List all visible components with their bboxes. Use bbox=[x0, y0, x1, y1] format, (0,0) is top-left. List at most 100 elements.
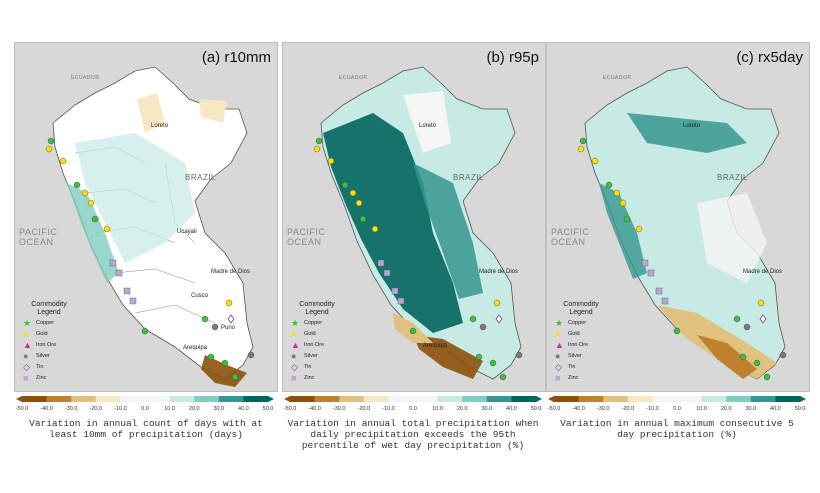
scale-segment bbox=[652, 396, 678, 402]
scale-segment bbox=[120, 396, 146, 402]
scale-tick-label: -40.0 bbox=[572, 406, 585, 412]
magenta-triangle-icon: ▲ bbox=[23, 339, 32, 350]
legend-item-gold: ● Gold bbox=[291, 328, 316, 339]
legend-item-copper: ★ Copper bbox=[555, 317, 587, 328]
copper-site-marker bbox=[763, 373, 771, 381]
scale-arrow-left bbox=[16, 396, 22, 402]
scale-tick-label: 20.0 bbox=[457, 406, 468, 412]
copper-site-marker bbox=[739, 353, 747, 361]
label-brazil: BRAZIL bbox=[185, 173, 217, 182]
label-region: Madre de Dios bbox=[743, 269, 783, 275]
legend-item-iron-ore: ▲ Iron Ore bbox=[291, 339, 325, 350]
label-region: Arequipa bbox=[423, 343, 448, 349]
silver-site-marker bbox=[247, 351, 255, 359]
scale-tick-label: -20.0 bbox=[90, 406, 103, 412]
scale-tick-label: -10.0 bbox=[382, 406, 395, 412]
purple-diamond-icon: ◇ bbox=[23, 361, 30, 372]
scale-tick-label: -40.0 bbox=[308, 406, 321, 412]
scale-tick-label: 20.0 bbox=[189, 406, 200, 412]
scale-tick-label: 10.0 bbox=[696, 406, 707, 412]
green-star-icon: ★ bbox=[291, 317, 300, 328]
copper-site-marker bbox=[201, 315, 209, 323]
legend-item-gold: ● Gold bbox=[555, 328, 580, 339]
green-star-icon: ★ bbox=[555, 317, 564, 328]
gold-site-marker bbox=[493, 299, 501, 307]
caption-r95p: Variation in annual total precipitation … bbox=[287, 418, 539, 451]
scale-segment bbox=[46, 396, 72, 402]
label-region: Madre de Dios bbox=[479, 269, 519, 275]
gold-site-marker bbox=[577, 145, 585, 153]
panel-title: (c) rx5day bbox=[736, 49, 803, 66]
scale-tick-label: 40.0 bbox=[770, 406, 781, 412]
legend-item-iron-ore: ▲ Iron Ore bbox=[555, 339, 589, 350]
silver-site-marker bbox=[779, 351, 787, 359]
gold-site-marker bbox=[45, 145, 53, 153]
legend-item-zinc: ■ Zinc bbox=[23, 372, 47, 383]
map-panel-r10mm: (a) r10mm ECUADOR BRAZIL PACIFIC OCEAN L… bbox=[14, 42, 278, 392]
white-patch bbox=[403, 91, 451, 153]
zinc-site-marker bbox=[109, 259, 117, 267]
gray-circle-icon: ● bbox=[291, 350, 297, 361]
commodity-legend: Commodity Legend ★ Copper ● Gold ▲ Iron Ore… bbox=[291, 301, 343, 383]
gold-site-marker bbox=[355, 199, 363, 207]
gold-site-marker bbox=[313, 145, 321, 153]
label-pacific-ocean: PACIFIC OCEAN bbox=[19, 227, 58, 247]
zinc-site-marker bbox=[647, 269, 655, 277]
scale-segment bbox=[145, 396, 171, 402]
map-svg bbox=[45, 66, 255, 387]
scale-arrow-left bbox=[284, 396, 290, 402]
scale-segment bbox=[511, 396, 537, 402]
legend-item-tin: ◇ Tin bbox=[555, 361, 576, 372]
zinc-site-marker bbox=[115, 269, 123, 277]
copper-site-marker bbox=[341, 181, 349, 189]
gold-site-marker bbox=[613, 189, 621, 197]
teal-coast bbox=[599, 183, 647, 279]
copper-site-marker bbox=[221, 359, 229, 367]
gold-site-marker bbox=[59, 157, 67, 165]
copper-site-marker bbox=[673, 327, 681, 335]
scale-tick-label: -20.0 bbox=[622, 406, 635, 412]
caption-rx5day: Variation in annual maximum consecutive … bbox=[560, 418, 794, 440]
scale-segment bbox=[554, 396, 580, 402]
copper-site-marker bbox=[47, 137, 55, 145]
copper-site-marker bbox=[207, 353, 215, 361]
zinc-site-marker bbox=[391, 287, 399, 295]
copper-site-marker bbox=[489, 359, 497, 367]
copper-site-marker bbox=[359, 215, 367, 223]
scale-tick-label: -50.0 bbox=[548, 406, 561, 412]
copper-site-marker bbox=[499, 373, 507, 381]
scale-segment bbox=[750, 396, 776, 402]
copper-site-marker bbox=[579, 137, 587, 145]
scale-segment bbox=[363, 396, 389, 402]
gold-site-marker bbox=[371, 225, 379, 233]
scale-tick-label: 50.0 bbox=[531, 406, 542, 412]
scale-segment bbox=[314, 396, 340, 402]
zinc-site-marker bbox=[397, 297, 405, 305]
scale-tick-label: 40.0 bbox=[238, 406, 249, 412]
silver-site-marker bbox=[479, 323, 487, 331]
panel-title: (a) r10mm bbox=[201, 49, 271, 66]
label-region: Madre de Dios bbox=[211, 269, 251, 275]
tin-site-marker bbox=[759, 314, 767, 324]
scale-tick-label: -50.0 bbox=[284, 406, 297, 412]
legend-item-copper: ★ Copper bbox=[23, 317, 55, 328]
gold-site-marker bbox=[635, 225, 643, 233]
gold-site-marker bbox=[619, 199, 627, 207]
scale-segment bbox=[701, 396, 727, 402]
scale-tick-label: -50.0 bbox=[16, 406, 29, 412]
scale-tick-label: 0.0 bbox=[141, 406, 149, 412]
legend-item-tin: ◇ Tin bbox=[23, 361, 44, 372]
scale-segment bbox=[578, 396, 604, 402]
yellow-circle-icon: ● bbox=[291, 328, 297, 339]
scale-tick-label: -30.0 bbox=[333, 406, 346, 412]
purple-diamond-icon: ◇ bbox=[555, 361, 562, 372]
legend-item-zinc: ■ Zinc bbox=[291, 372, 315, 383]
legend-title: Commodity Legend bbox=[31, 301, 67, 316]
copper-site-marker bbox=[91, 215, 99, 223]
zinc-site-marker bbox=[377, 259, 385, 267]
scale-segment bbox=[194, 396, 220, 402]
silver-site-marker bbox=[743, 323, 751, 331]
copper-site-marker bbox=[409, 327, 417, 335]
scale-segment bbox=[486, 396, 512, 402]
scale-segment bbox=[169, 396, 195, 402]
